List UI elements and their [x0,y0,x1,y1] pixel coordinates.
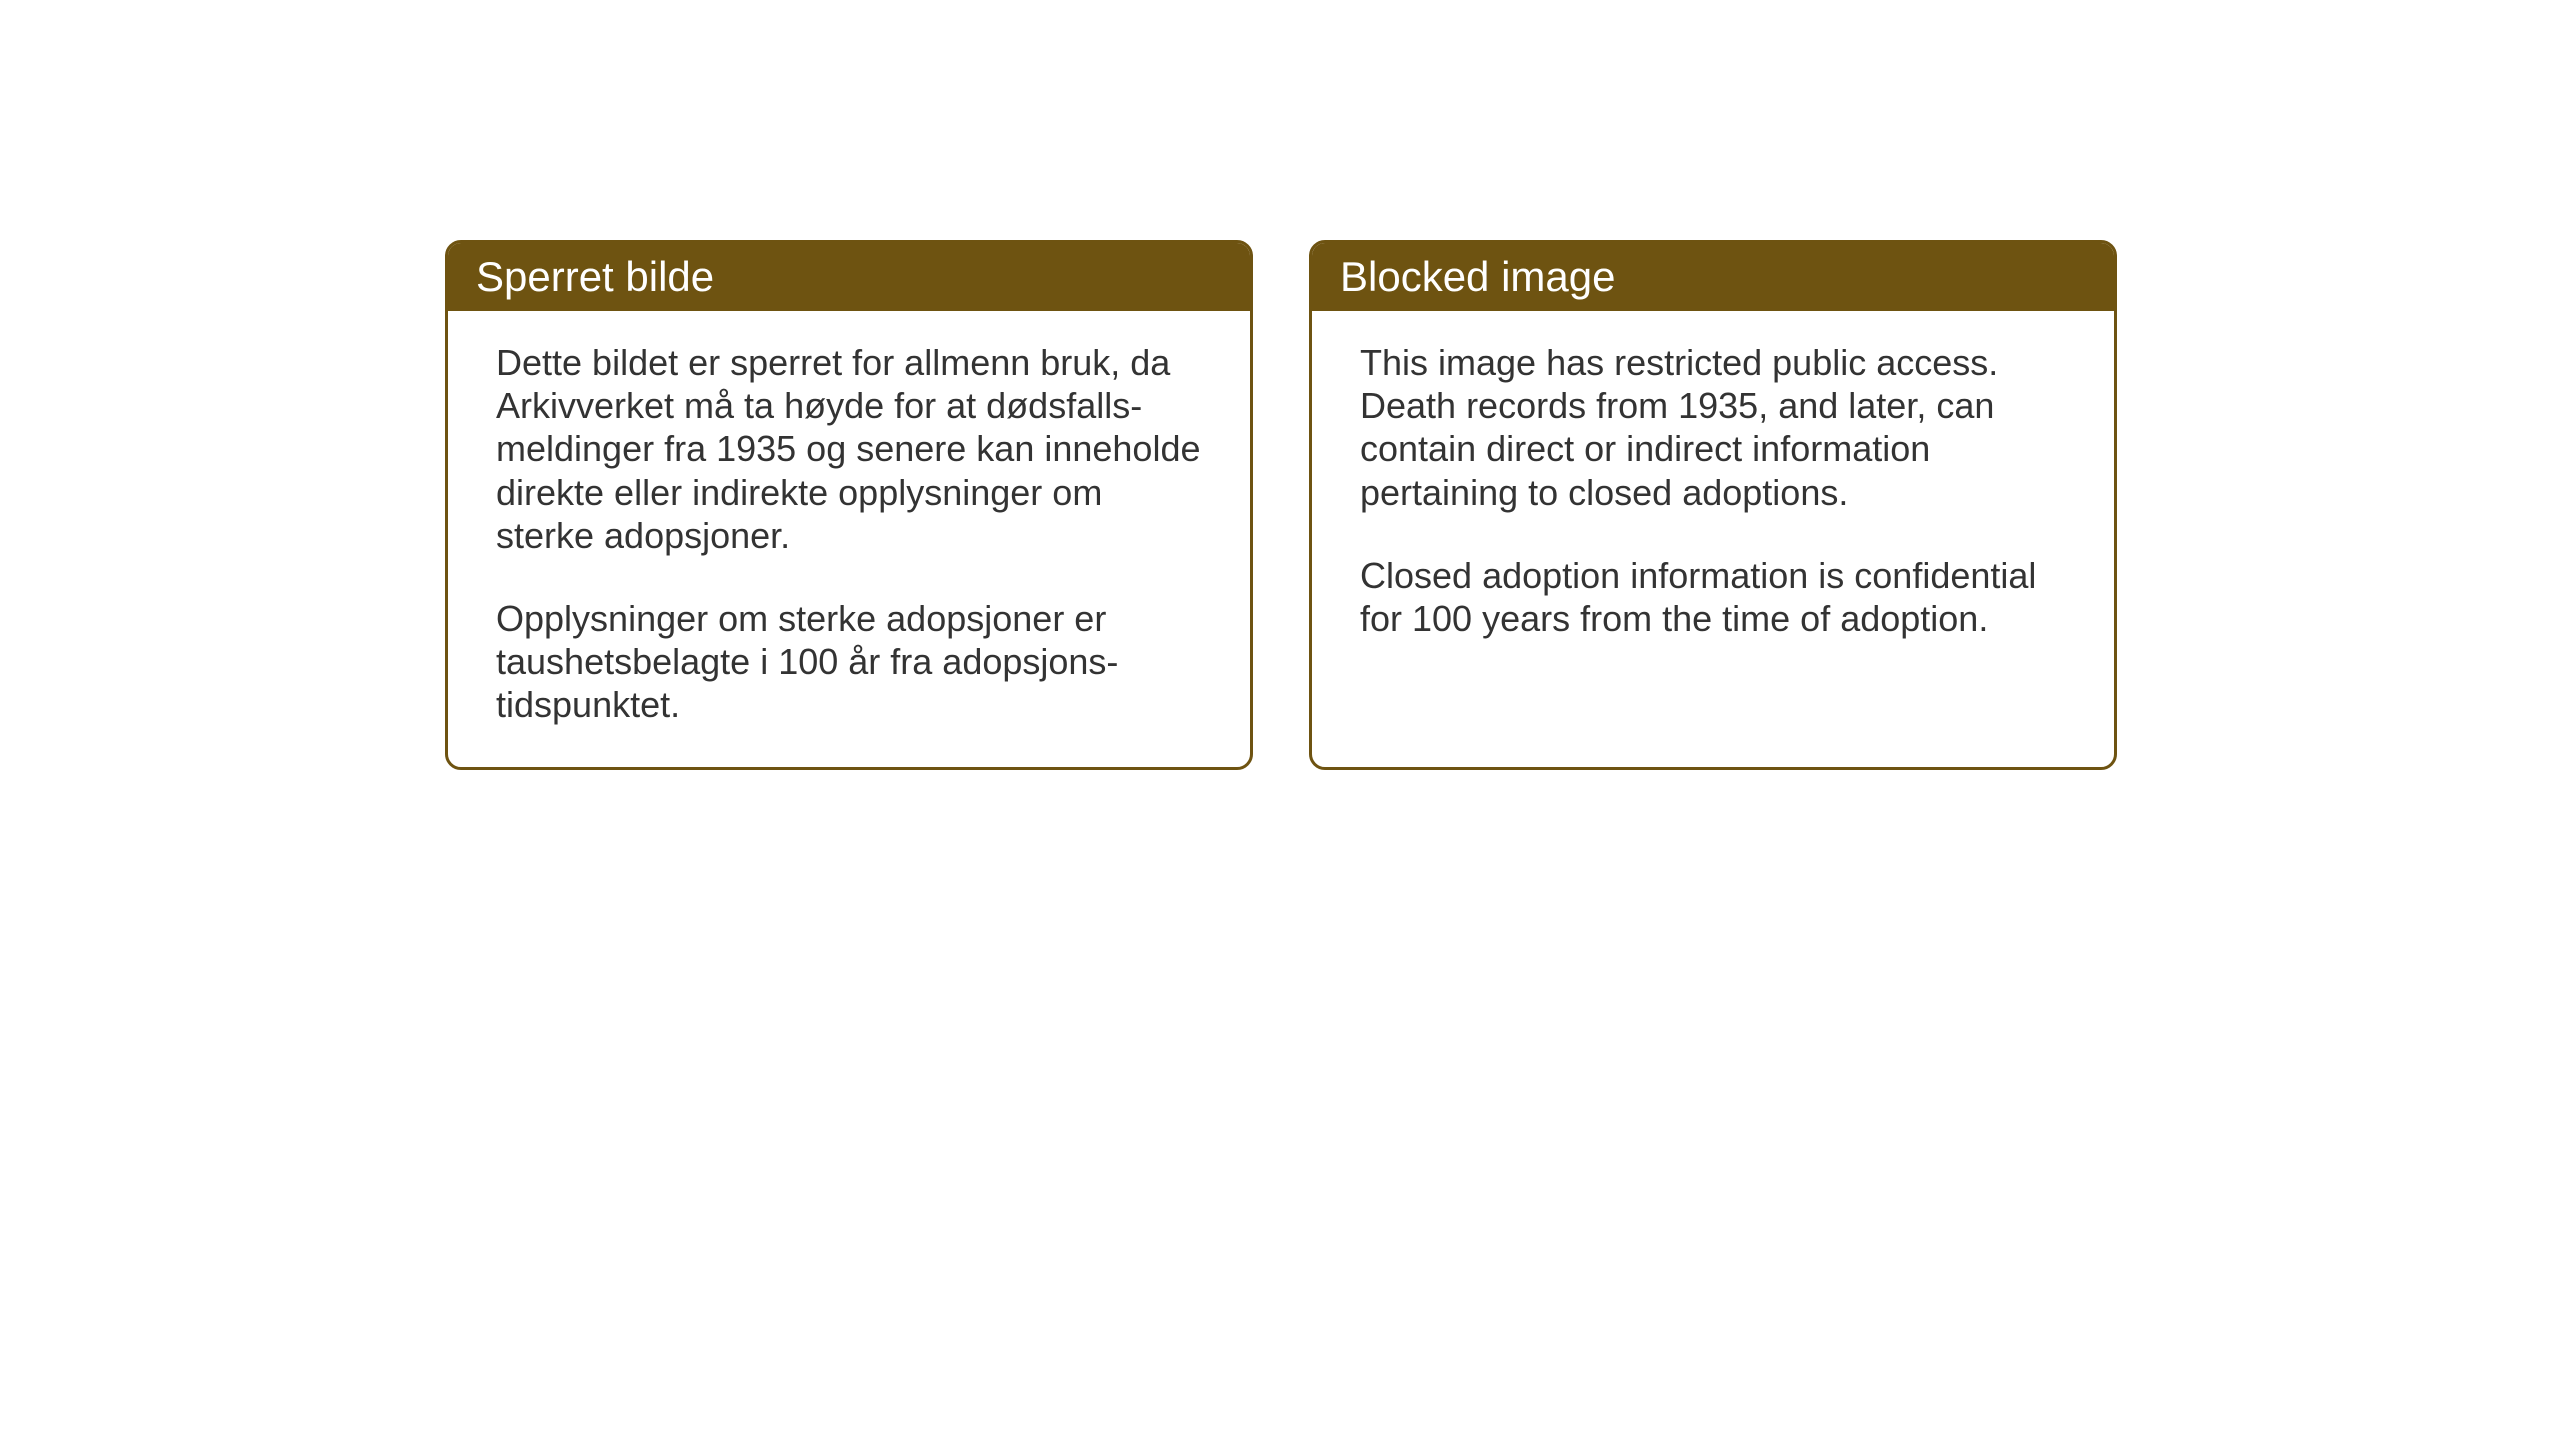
notice-body-english: This image has restricted public access.… [1312,311,2114,680]
notice-body-norwegian: Dette bildet er sperret for allmenn bruk… [448,311,1250,767]
notice-paragraph-1-norwegian: Dette bildet er sperret for allmenn bruk… [496,341,1202,557]
notice-title-norwegian: Sperret bilde [476,253,714,300]
notice-title-english: Blocked image [1340,253,1615,300]
notice-paragraph-2-english: Closed adoption information is confident… [1360,554,2066,640]
notice-header-english: Blocked image [1312,243,2114,311]
notice-card-english: Blocked image This image has restricted … [1309,240,2117,770]
notice-paragraph-1-english: This image has restricted public access.… [1360,341,2066,514]
notice-container: Sperret bilde Dette bildet er sperret fo… [445,240,2117,770]
notice-paragraph-2-norwegian: Opplysninger om sterke adopsjoner er tau… [496,597,1202,727]
notice-card-norwegian: Sperret bilde Dette bildet er sperret fo… [445,240,1253,770]
notice-header-norwegian: Sperret bilde [448,243,1250,311]
